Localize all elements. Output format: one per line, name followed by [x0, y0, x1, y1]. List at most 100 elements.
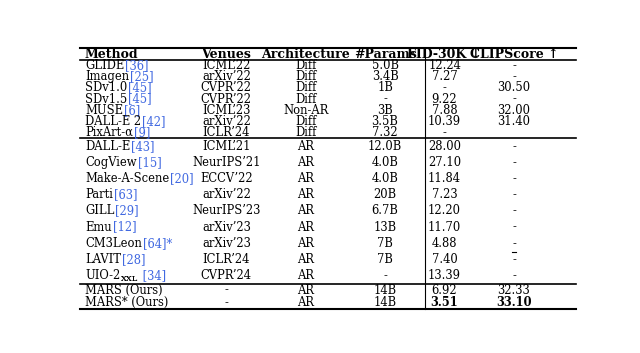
Text: arXiv’23: arXiv’23 — [202, 237, 251, 250]
Text: 3B: 3B — [377, 104, 393, 117]
Text: 11.70: 11.70 — [428, 221, 461, 234]
Text: -: - — [512, 253, 516, 266]
Text: ECCV’22: ECCV’22 — [200, 172, 253, 185]
Text: AR: AR — [297, 172, 314, 185]
Text: AR: AR — [297, 204, 314, 217]
Text: 14B: 14B — [374, 297, 397, 309]
Text: 32.00: 32.00 — [497, 104, 531, 117]
Text: [45]: [45] — [128, 92, 152, 106]
Text: 31.40: 31.40 — [497, 115, 531, 128]
Text: -: - — [512, 221, 516, 234]
Text: 4.88: 4.88 — [432, 237, 458, 250]
Text: FID-30K ↓: FID-30K ↓ — [408, 48, 482, 61]
Text: [25]: [25] — [130, 70, 154, 83]
Text: -: - — [512, 92, 516, 106]
Text: 28.00: 28.00 — [428, 140, 461, 152]
Text: CVPR’22: CVPR’22 — [201, 92, 252, 106]
Text: AR: AR — [297, 253, 314, 266]
Text: [29]: [29] — [115, 204, 139, 217]
Text: Architecture: Architecture — [261, 48, 350, 61]
Text: [12]: [12] — [113, 221, 136, 234]
Text: 12.0B: 12.0B — [368, 140, 402, 152]
Text: MARS* (Ours): MARS* (Ours) — [85, 297, 168, 309]
Text: 7.88: 7.88 — [432, 104, 458, 117]
Text: UIO-2: UIO-2 — [85, 269, 120, 282]
Text: 7.40: 7.40 — [432, 253, 458, 266]
Text: -: - — [225, 297, 228, 309]
Text: CVPR’22: CVPR’22 — [201, 82, 252, 94]
Text: 7.32: 7.32 — [372, 126, 398, 139]
Text: NeurIPS’23: NeurIPS’23 — [192, 204, 260, 217]
Text: -: - — [512, 140, 516, 152]
Text: Method: Method — [85, 48, 139, 61]
Text: GILL: GILL — [85, 204, 115, 217]
Text: Parti: Parti — [85, 188, 113, 201]
Text: 6.7B: 6.7B — [372, 204, 399, 217]
Text: -: - — [512, 237, 516, 250]
Text: 32.33: 32.33 — [498, 283, 531, 297]
Text: PixArt-α: PixArt-α — [85, 126, 133, 139]
Text: 14B: 14B — [374, 283, 397, 297]
Text: 4.0B: 4.0B — [372, 156, 399, 169]
Text: [20]: [20] — [170, 172, 194, 185]
Text: [42]: [42] — [142, 115, 166, 128]
Text: #Params: #Params — [354, 48, 417, 61]
Text: [15]: [15] — [138, 156, 161, 169]
Text: 1B: 1B — [377, 82, 393, 94]
Text: arXiv’22: arXiv’22 — [202, 115, 251, 128]
Text: -: - — [443, 82, 447, 94]
Text: 5.0B: 5.0B — [372, 59, 399, 72]
Text: XXL: XXL — [121, 275, 138, 283]
Text: [64]*: [64]* — [143, 237, 172, 250]
Text: [28]: [28] — [122, 253, 145, 266]
Text: 30.50: 30.50 — [497, 82, 531, 94]
Text: 27.10: 27.10 — [428, 156, 461, 169]
Text: 12.24: 12.24 — [428, 59, 461, 72]
Text: GLIDE: GLIDE — [85, 59, 124, 72]
Text: 12.20: 12.20 — [428, 204, 461, 217]
Text: AR: AR — [297, 140, 314, 152]
Text: Non-AR: Non-AR — [283, 104, 328, 117]
Text: CLIPScore ↑: CLIPScore ↑ — [470, 48, 558, 61]
Text: 3.51: 3.51 — [431, 297, 458, 309]
Text: [45]: [45] — [128, 82, 152, 94]
Text: Diff: Diff — [295, 70, 316, 83]
Text: NeurIPS’21: NeurIPS’21 — [192, 156, 260, 169]
Text: 6.92: 6.92 — [432, 283, 458, 297]
Text: -: - — [512, 188, 516, 201]
Text: 3.4B: 3.4B — [372, 70, 399, 83]
Text: Diff: Diff — [295, 92, 316, 106]
Text: Diff: Diff — [295, 59, 316, 72]
Text: -: - — [512, 269, 516, 282]
Text: arXiv’23: arXiv’23 — [202, 221, 251, 234]
Text: CM3Leon: CM3Leon — [85, 237, 142, 250]
Text: -: - — [443, 126, 447, 139]
Text: 13B: 13B — [374, 221, 397, 234]
Text: AR: AR — [297, 156, 314, 169]
Text: 33.10: 33.10 — [496, 297, 532, 309]
Text: Make-A-Scene: Make-A-Scene — [85, 172, 169, 185]
Text: CogView: CogView — [85, 156, 136, 169]
Text: AR: AR — [297, 269, 314, 282]
Text: [34]: [34] — [140, 269, 166, 282]
Text: [36]: [36] — [125, 59, 148, 72]
Text: [6]: [6] — [124, 104, 140, 117]
Text: AR: AR — [297, 237, 314, 250]
Text: DALL-E: DALL-E — [85, 140, 130, 152]
Text: AR: AR — [297, 297, 314, 309]
Text: 11.84: 11.84 — [428, 172, 461, 185]
Text: AR: AR — [297, 221, 314, 234]
Text: -: - — [512, 59, 516, 72]
Text: -: - — [383, 269, 387, 282]
Text: MARS (Ours): MARS (Ours) — [85, 283, 163, 297]
Text: -: - — [512, 156, 516, 169]
Text: 20B: 20B — [374, 188, 397, 201]
Text: ICLR’24: ICLR’24 — [203, 253, 250, 266]
Text: Venues: Venues — [202, 48, 252, 61]
Text: LAVIT: LAVIT — [85, 253, 121, 266]
Text: 7B: 7B — [377, 237, 393, 250]
Text: MUSE: MUSE — [85, 104, 123, 117]
Text: Diff: Diff — [295, 126, 316, 139]
Text: DALL-E 2: DALL-E 2 — [85, 115, 141, 128]
Text: AR: AR — [297, 283, 314, 297]
